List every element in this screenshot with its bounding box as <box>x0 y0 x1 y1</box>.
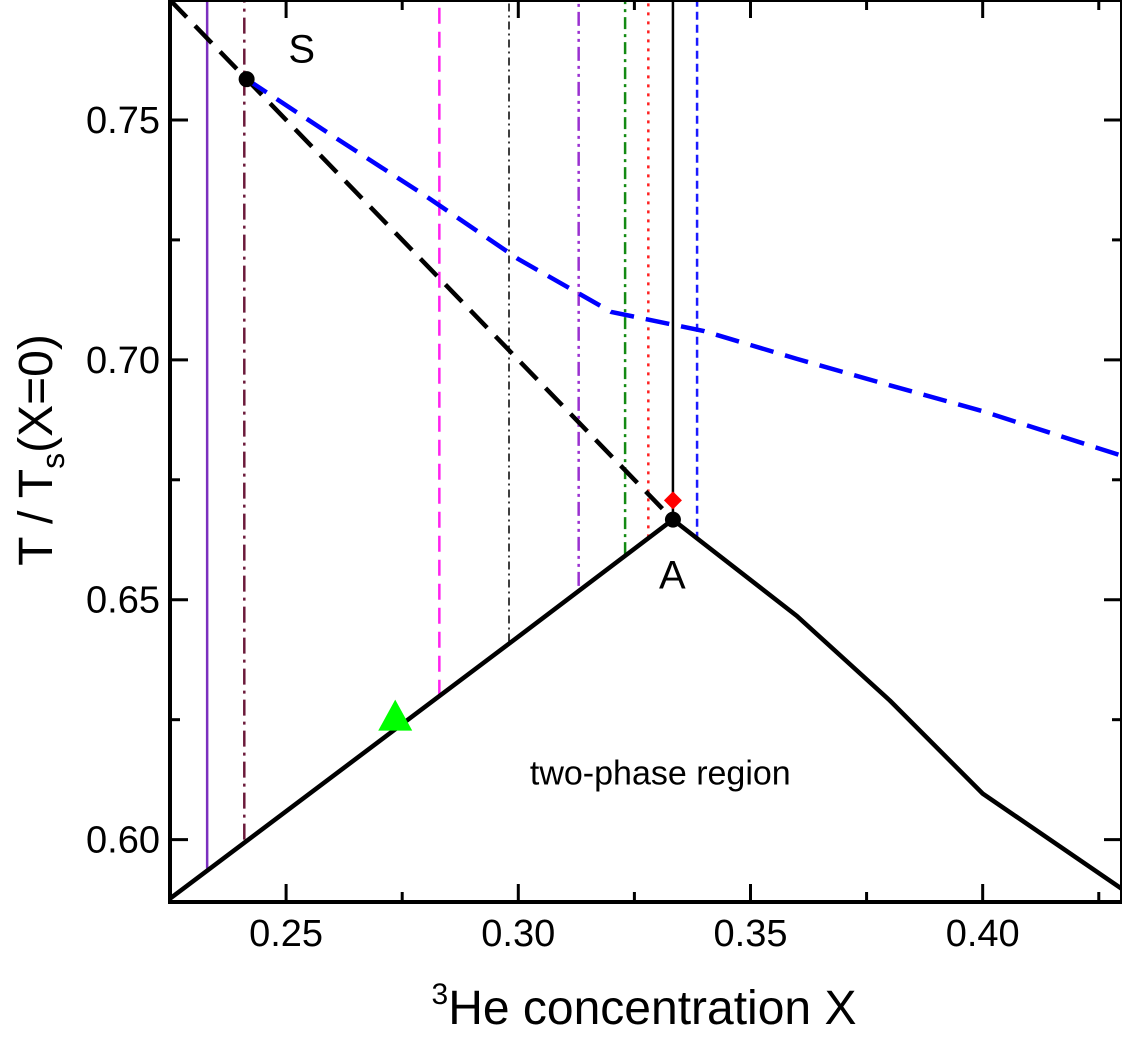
y-axis-title-tail: (X=0) <box>10 334 63 453</box>
x-tick-label: 0.30 <box>481 913 555 955</box>
y-axis-title: T / Ts(X=0) <box>10 334 71 566</box>
y-tick-label: 0.60 <box>86 820 160 862</box>
y-tick-label: 0.70 <box>86 340 160 382</box>
x-axis-title-main: He concentration X <box>448 982 856 1035</box>
phase-boundary-left <box>170 517 675 901</box>
label-a: A <box>659 554 686 598</box>
phase-boundary-right <box>671 517 1122 891</box>
vertical-lines-layer <box>205 0 699 869</box>
x-axis-title: 3He concentration X <box>432 978 857 1035</box>
blue-dashed-curve <box>245 77 1122 458</box>
x-tick-label: 0.25 <box>249 913 323 955</box>
red-diamond-marker <box>663 491 682 510</box>
y-axis-title-subscript: s <box>35 453 71 469</box>
plot-background <box>170 0 1122 902</box>
label-s: S <box>288 27 315 71</box>
series-layer <box>170 0 1122 901</box>
ticks-layer: 0.25 0.30 0.35 0.40 0.60 0.65 0.70 0.75 <box>86 0 1122 955</box>
y-tick-label: 0.65 <box>86 580 160 622</box>
x-tick-label: 0.40 <box>946 913 1020 955</box>
point-s-marker <box>238 71 255 88</box>
green-triangle-marker <box>378 699 413 731</box>
plot-frame <box>168 0 1122 904</box>
point-a-marker <box>664 511 681 528</box>
y-axis-title-main: T / T <box>10 469 63 566</box>
y-tick-label: 0.75 <box>86 100 160 142</box>
x-tick-label: 0.35 <box>714 913 788 955</box>
x-axis-title-superscript: 3 <box>432 978 449 1011</box>
markers-layer <box>238 71 682 731</box>
label-two-phase: two-phase region <box>530 754 791 792</box>
